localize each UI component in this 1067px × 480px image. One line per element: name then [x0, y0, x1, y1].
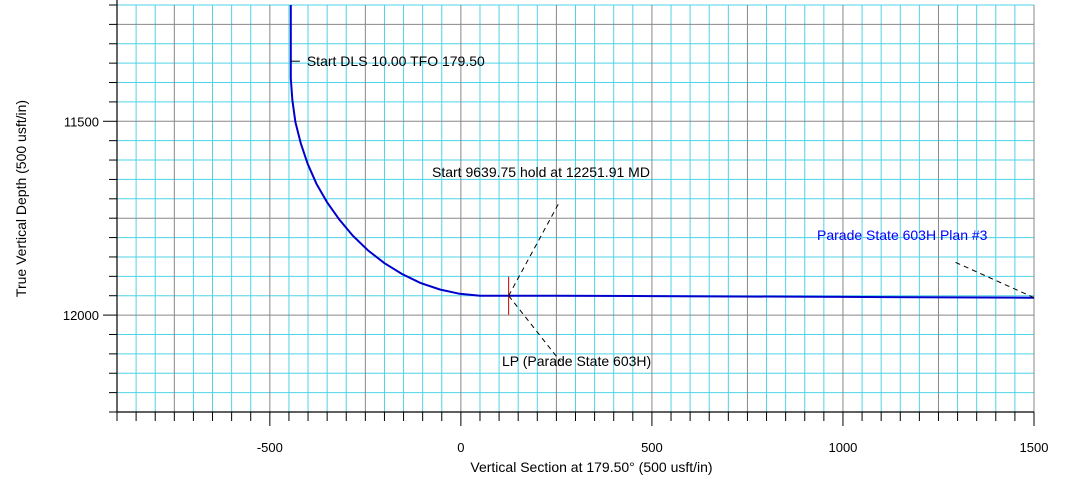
x-tick-label: 500: [641, 440, 663, 455]
x-tick-label: 0: [457, 440, 464, 455]
grid: [116, 4, 1035, 413]
x-axis-title: Vertical Section at 179.50° (500 usft/in…: [470, 459, 712, 475]
axis-ticks: [103, 4, 1035, 426]
start-dls-annotation: Start DLS 10.00 TFO 179.50: [307, 53, 485, 69]
start-hold-leader: [508, 201, 561, 296]
x-tick-label: 1500: [1020, 440, 1049, 455]
annotations: Start DLS 10.00 TFO 179.50 Start 9639.75 …: [290, 53, 1035, 369]
x-tick-label: -500: [257, 440, 283, 455]
plan-name-leader: [953, 261, 1035, 299]
y-tick-label: 11500: [64, 114, 99, 129]
well-path-line: [289, 5, 1035, 299]
plan-name-annotation: Parade State 603H Plan #3: [817, 227, 988, 243]
lp-annotation: LP (Parade State 603H): [502, 353, 651, 369]
lp-leader: [508, 295, 562, 363]
y-tick-label: 12000: [63, 308, 99, 323]
start-hold-annotation: Start 9639.75 hold at 12251.91 MD: [432, 164, 650, 180]
tick-labels: -500 0 500 1000 1500 11500 12000: [63, 114, 1049, 455]
y-axis-title: True Vertical Depth (500 usft/in): [13, 100, 29, 297]
x-tick-label: 1000: [828, 440, 857, 455]
